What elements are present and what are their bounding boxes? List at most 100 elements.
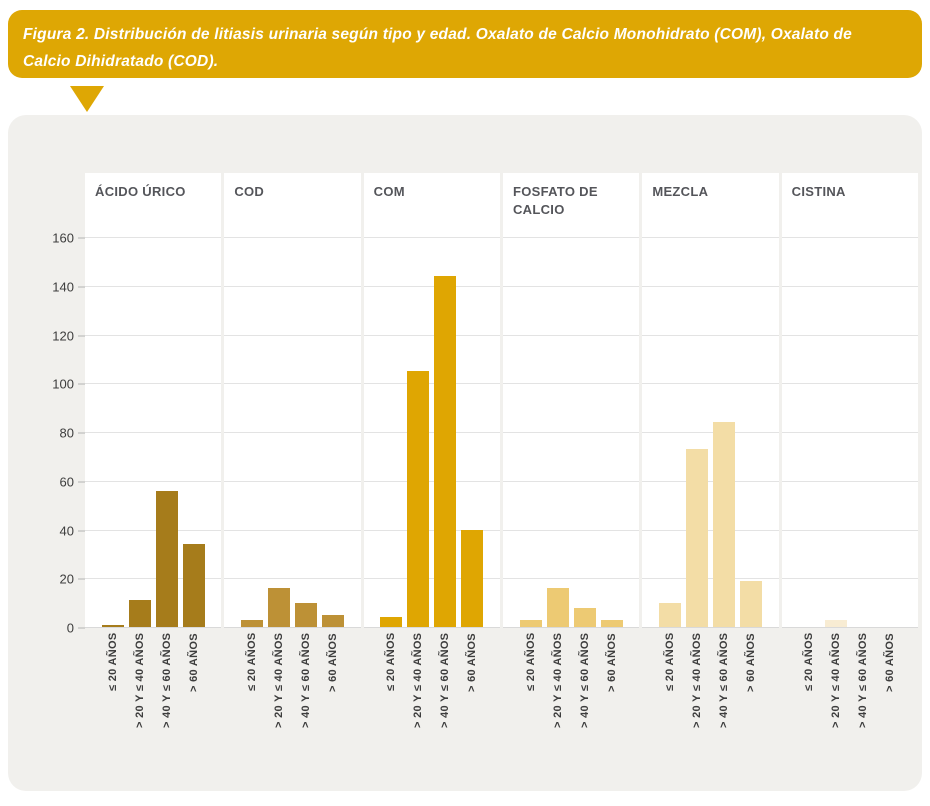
bar--20-a-os [519, 619, 542, 627]
gridline [781, 237, 918, 238]
bar--60-a-os [321, 614, 344, 627]
y-tick-mark [78, 530, 85, 531]
x-label-group: ≤ 20 AÑOS > 20 Y ≤ 40 AÑOS > 40 Y ≤ 60 AÑO… [642, 633, 778, 765]
gridline [363, 432, 500, 433]
panel-title: COD [234, 184, 265, 199]
x-label-group: ≤ 20 AÑOS > 20 Y ≤ 40 AÑOS > 40 Y ≤ 60 AÑO… [503, 633, 639, 765]
gridline [224, 432, 361, 433]
bar--60-a-os [461, 529, 484, 627]
gridline [642, 334, 779, 336]
x-axis-label: > 40 Y ≤ 60 AÑOS [160, 633, 173, 729]
gridline [781, 578, 918, 580]
panel-title: ÁCIDO ÚRICO [95, 184, 186, 199]
x-axis-label: > 20 Y ≤ 40 AÑOS [551, 633, 564, 729]
gridline [85, 237, 222, 238]
gridline [363, 334, 500, 336]
gridline [224, 578, 361, 580]
bar--60-a-os [739, 580, 762, 627]
y-axis: 0 20 40 60 80 100 120 140 160 [8, 173, 85, 636]
y-tick-mark [78, 335, 85, 336]
gridline [502, 237, 640, 238]
x-axis-label: > 60 AÑOS [466, 633, 479, 692]
gridline [502, 334, 640, 336]
y-tick-mark [78, 627, 85, 629]
panel-mezcla: MEZCLA [642, 173, 779, 628]
x-axis-label: > 20 Y ≤ 40 AÑOS [830, 633, 843, 729]
x-axis-label: ≤ 20 AÑOS [385, 633, 398, 692]
bar-group [85, 490, 221, 627]
gridline [363, 480, 500, 482]
panel-title: FOSFATO DE CALCIO [512, 184, 598, 217]
x-axis-label: > 60 AÑOS [605, 633, 618, 692]
bar-chart: 0 20 40 60 80 100 120 140 160 ÁCIDO ÚRICO COD COM F… [8, 173, 922, 765]
bar--20-a-os [101, 624, 124, 627]
bar--40-y-60-a-os [434, 276, 457, 627]
gridline [363, 285, 500, 287]
x-axis-label: > 20 Y ≤ 40 AÑOS [690, 633, 703, 729]
x-label-group: ≤ 20 AÑOS > 20 Y ≤ 40 AÑOS > 40 Y ≤ 60 AÑO… [224, 633, 360, 765]
bar-group [364, 276, 500, 627]
x-axis-label: ≤ 20 AÑOS [106, 633, 119, 692]
bar--20-y-40-a-os [407, 371, 430, 627]
bar--20-y-40-a-os [825, 619, 848, 627]
figure-caption: Figura 2. Distribución de litiasis urina… [23, 26, 852, 70]
gridline [502, 480, 640, 482]
x-axis-label: > 60 AÑOS [884, 633, 897, 692]
bar--20-a-os [380, 617, 403, 627]
gridline [642, 285, 779, 287]
y-tick-label: 160 [52, 231, 85, 246]
y-tick-mark [78, 578, 85, 580]
gridline [781, 383, 918, 385]
gridline [85, 334, 222, 336]
y-tick-mark [78, 481, 85, 483]
callout-tail [70, 86, 104, 112]
gridline [642, 529, 779, 531]
panel-title: COM [373, 184, 405, 199]
bar-group [503, 588, 639, 627]
x-axis-labels: ≤ 20 AÑOS > 20 Y ≤ 40 AÑOS > 40 Y ≤ 60 AÑO… [85, 633, 918, 765]
y-tick-label: 100 [52, 377, 85, 392]
x-axis-label: ≤ 20 AÑOS [663, 633, 676, 692]
x-axis-label: > 20 Y ≤ 40 AÑOS [133, 633, 146, 729]
bar--20-y-40-a-os [546, 588, 569, 627]
chart-card: 0 20 40 60 80 100 120 140 160 ÁCIDO ÚRICO COD COM F… [8, 115, 922, 791]
x-axis-label: > 40 Y ≤ 60 AÑOS [578, 633, 591, 729]
gridline [224, 383, 361, 385]
bar--20-a-os [658, 602, 681, 627]
x-label-group: ≤ 20 AÑOS > 20 Y ≤ 40 AÑOS > 40 Y ≤ 60 AÑO… [364, 633, 500, 765]
panel-cistina: CISTINA [781, 173, 918, 628]
gridline [224, 334, 361, 336]
figure-callout: Figura 2. Distribución de litiasis urina… [8, 10, 922, 112]
gridline [224, 480, 361, 482]
bar--40-y-60-a-os [712, 422, 735, 627]
gridline [502, 285, 640, 287]
gridline [363, 578, 500, 580]
chart-panels: ÁCIDO ÚRICO COD COM FOSFATO DE CALCIO MEZCLA… [85, 173, 918, 628]
y-tick-mark [78, 383, 85, 385]
bar--20-y-40-a-os [685, 449, 708, 627]
gridline [781, 529, 918, 531]
y-tick-label: 40 [60, 523, 85, 538]
gridline [642, 237, 779, 238]
gridline [363, 529, 500, 531]
panel-fosfato-de-calcio: FOSFATO DE CALCIO [502, 173, 640, 628]
gridline [642, 432, 779, 433]
bar--40-y-60-a-os [573, 607, 596, 627]
panel-title: MEZCLA [652, 184, 709, 199]
gridline [85, 285, 222, 287]
panel--cido-rico: ÁCIDO ÚRICO [85, 173, 222, 628]
y-tick-label: 80 [60, 426, 85, 441]
x-axis-label: > 40 Y ≤ 60 AÑOS [717, 633, 730, 729]
x-axis-label: ≤ 20 AÑOS [245, 633, 258, 692]
bar--20-y-40-a-os [267, 588, 290, 627]
gridline [85, 578, 222, 580]
panel-title: CISTINA [791, 184, 846, 199]
x-axis-label: ≤ 20 AÑOS [803, 633, 816, 692]
gridline [363, 237, 500, 238]
panel-cod: COD [224, 173, 361, 628]
gridline [224, 285, 361, 287]
y-tick-label: 140 [52, 279, 85, 294]
gridline [85, 383, 222, 385]
gridline [502, 578, 640, 580]
